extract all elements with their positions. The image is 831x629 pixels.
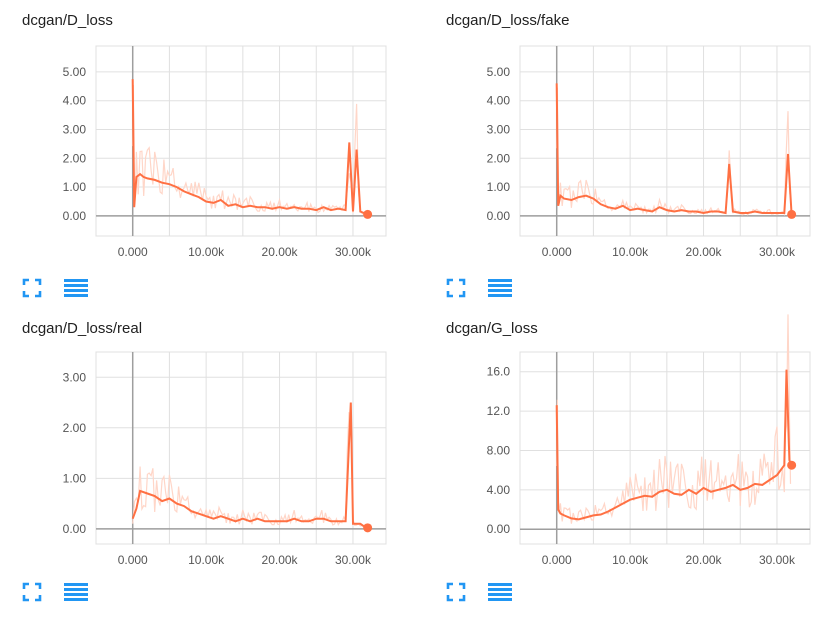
list-lines-icon xyxy=(64,583,88,601)
line-chart: 0.00 1.00 2.00 3.00 4.00 5.00 0.000 10.00k 20.00… xyxy=(63,45,387,259)
y-tick-label: 0.00 xyxy=(487,209,511,223)
chart-title: dcgan/D_loss/real xyxy=(22,320,143,337)
x-tick-label: 0.000 xyxy=(118,553,148,567)
plot-frame xyxy=(95,45,387,237)
expand-button[interactable] xyxy=(20,276,44,300)
line-chart: 0.00 4.00 8.00 12.0 16.0 0.000 10.00k 20.00k 30.… xyxy=(487,314,811,567)
x-tick-label: 30.00k xyxy=(759,553,796,567)
y-tick-label: 0.00 xyxy=(63,209,87,223)
expand-button[interactable] xyxy=(20,580,44,604)
y-tick-label: 5.00 xyxy=(63,65,87,79)
toggle-data-button[interactable] xyxy=(63,580,88,604)
y-tick-label: 2.00 xyxy=(63,421,87,435)
list-lines-icon xyxy=(488,279,512,297)
chart-title: dcgan/D_loss/fake xyxy=(446,12,570,29)
y-tick-label: 0.00 xyxy=(487,522,511,536)
x-tick-label: 0.000 xyxy=(542,553,572,567)
x-tick-label: 30.00k xyxy=(335,245,372,259)
y-tick-label: 12.0 xyxy=(487,404,511,418)
series-end-marker xyxy=(787,209,797,219)
y-tick-label: 1.00 xyxy=(63,471,87,485)
series-line xyxy=(131,402,368,529)
toggle-data-button[interactable] xyxy=(487,580,512,604)
chart-card-d-loss-fake: dcgan/D_loss/fake 0.00 1.00 2.00 3.00 4.00 5.… xyxy=(424,0,831,314)
list-lines-icon xyxy=(64,279,88,297)
y-tick-label: 16.0 xyxy=(487,365,511,379)
series-line xyxy=(131,79,368,216)
x-tick-label: 10.00k xyxy=(188,245,225,259)
x-tick-label: 30.00k xyxy=(759,245,796,259)
series-line xyxy=(555,369,793,521)
series-line xyxy=(555,83,793,215)
y-tick-label: 3.00 xyxy=(487,122,511,136)
line-chart: 0.00 1.00 2.00 3.00 4.00 5.00 0.000 10.00k 20.00… xyxy=(487,45,811,259)
x-tick-label: 30.00k xyxy=(335,553,372,567)
plot-frame xyxy=(519,351,811,545)
toggle-data-button[interactable] xyxy=(487,276,512,300)
x-tick-label: 0.000 xyxy=(118,245,148,259)
y-tick-label: 3.00 xyxy=(63,122,87,136)
x-tick-label: 10.00k xyxy=(612,553,649,567)
y-tick-label: 2.00 xyxy=(487,151,511,165)
plot-frame xyxy=(519,45,811,237)
toggle-data-button[interactable] xyxy=(63,276,88,300)
line-chart: 0.00 1.00 2.00 3.00 0.000 10.00k 20.00k 30.00k xyxy=(63,351,387,567)
y-tick-label: 3.00 xyxy=(63,370,87,384)
plot-frame xyxy=(95,351,387,545)
x-tick-label: 20.00k xyxy=(262,553,299,567)
y-tick-label: 8.00 xyxy=(487,443,511,457)
expand-button[interactable] xyxy=(444,580,468,604)
series-end-marker xyxy=(363,209,373,219)
series-raw-line xyxy=(132,411,367,529)
y-tick-label: 0.00 xyxy=(63,522,87,536)
chart-title: dcgan/D_loss xyxy=(22,12,113,29)
y-tick-label: 1.00 xyxy=(487,180,511,194)
chart-card-d-loss-real: dcgan/D_loss/real 0.00 1.00 2.00 3.00 0.000 1… xyxy=(0,308,410,622)
series-raw-line xyxy=(556,314,792,524)
y-tick-label: 4.00 xyxy=(63,94,87,108)
fullscreen-icon xyxy=(22,278,42,298)
x-tick-label: 20.00k xyxy=(262,245,299,259)
series-end-marker xyxy=(787,460,797,470)
y-tick-label: 4.00 xyxy=(487,483,511,497)
fullscreen-icon xyxy=(446,278,466,298)
x-tick-label: 10.00k xyxy=(612,245,649,259)
fullscreen-icon xyxy=(446,582,466,602)
x-tick-label: 10.00k xyxy=(188,553,225,567)
chart-card-d-loss: dcgan/D_loss 0.00 1.00 2.00 3.00 4.00 5.00 0.0… xyxy=(0,0,410,314)
y-tick-label: 5.00 xyxy=(487,65,511,79)
x-tick-label: 20.00k xyxy=(686,553,723,567)
chart-card-g-loss: dcgan/G_loss 0.00 4.00 8.00 12.0 16.0 0.000 10… xyxy=(424,308,831,622)
series-raw-line xyxy=(132,84,367,216)
series-raw-line xyxy=(556,87,791,217)
x-tick-label: 0.000 xyxy=(542,245,572,259)
series-end-marker xyxy=(363,523,373,533)
y-tick-label: 1.00 xyxy=(63,180,87,194)
y-tick-label: 2.00 xyxy=(63,151,87,165)
list-lines-icon xyxy=(488,583,512,601)
fullscreen-icon xyxy=(22,582,42,602)
x-tick-label: 20.00k xyxy=(686,245,723,259)
y-tick-label: 4.00 xyxy=(487,94,511,108)
expand-button[interactable] xyxy=(444,276,468,300)
chart-title: dcgan/G_loss xyxy=(446,320,538,337)
